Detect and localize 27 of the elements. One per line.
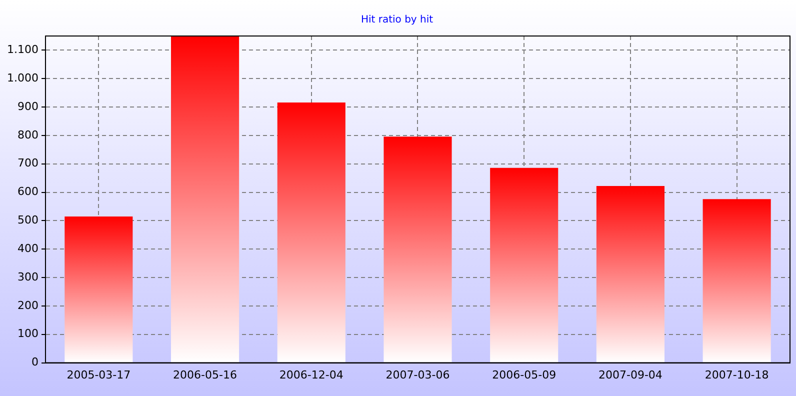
bar <box>490 168 558 362</box>
x-tick-label: 2006-05-16 <box>173 368 237 382</box>
chart-title: Hit ratio by hit <box>360 14 434 26</box>
y-tick-label: 200 <box>17 298 38 312</box>
x-tick-label: 2007-10-18 <box>704 368 769 382</box>
y-tick-label: 100 <box>17 327 38 340</box>
y-tick-label: 500 <box>17 214 38 227</box>
y-tick-label: 900 <box>17 100 38 113</box>
bar <box>64 216 133 362</box>
x-tick-label: 2007-03-06 <box>386 368 450 382</box>
bar <box>170 36 240 362</box>
y-tick-label: 800 <box>17 128 38 142</box>
y-tick-label: 1.000 <box>6 71 38 84</box>
y-tick-label: 600 <box>17 185 38 198</box>
bar <box>702 199 771 362</box>
y-tick-label: 300 <box>17 270 38 284</box>
y-tick-label: 700 <box>17 156 38 170</box>
x-tick-label: 2006-12-04 <box>279 368 344 382</box>
bar <box>277 102 346 362</box>
y-tick-label: 1.100 <box>6 43 38 56</box>
x-tick-label: 2005-03-17 <box>66 368 131 382</box>
x-tick-label: 2007-09-04 <box>598 368 662 382</box>
y-tick-label: 400 <box>17 242 38 255</box>
bar <box>596 186 664 362</box>
x-tick-label: 2006-05-09 <box>492 368 556 382</box>
bar <box>384 136 452 362</box>
y-tick-label: 0 <box>31 356 38 369</box>
